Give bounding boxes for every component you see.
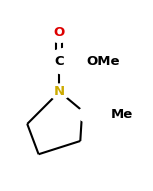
Ellipse shape xyxy=(46,52,73,71)
Ellipse shape xyxy=(77,103,144,126)
Ellipse shape xyxy=(46,23,73,42)
Text: O: O xyxy=(54,27,65,40)
Ellipse shape xyxy=(43,46,129,77)
Ellipse shape xyxy=(49,84,70,99)
Text: N: N xyxy=(54,85,65,98)
Text: C: C xyxy=(55,55,64,68)
Text: Me: Me xyxy=(111,108,133,121)
Text: OMe: OMe xyxy=(86,55,119,68)
